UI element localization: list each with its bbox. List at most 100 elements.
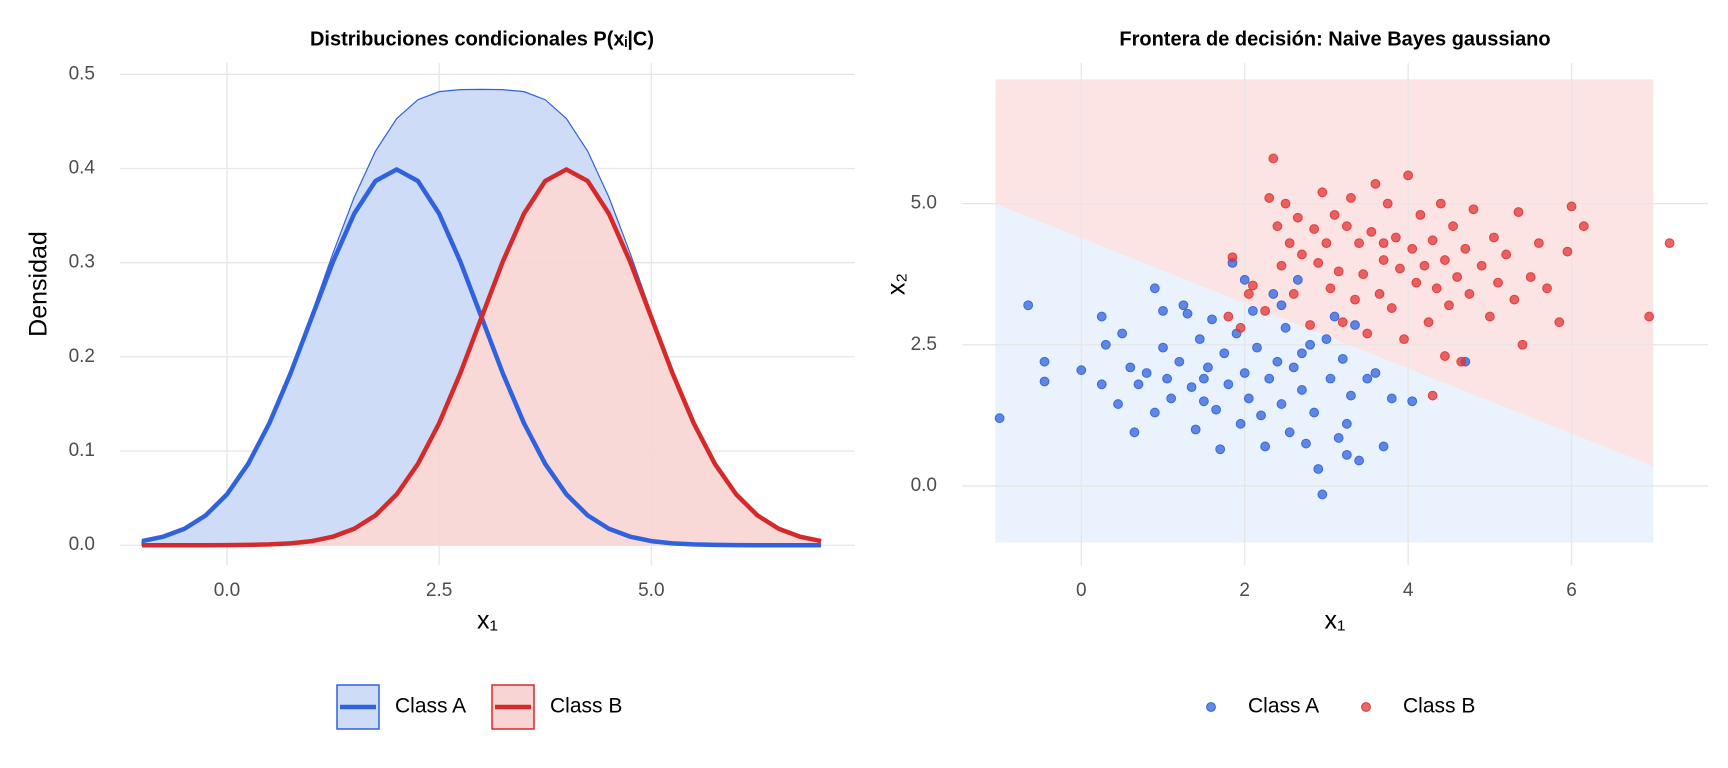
legend-key (1206, 702, 1216, 712)
x-tick-label: 0 (1076, 580, 1087, 601)
point (1268, 153, 1279, 164)
y-tick-label: 0.1 (69, 440, 95, 461)
point (1309, 224, 1320, 234)
point (1158, 305, 1168, 316)
point (1468, 204, 1479, 215)
point (1247, 280, 1258, 291)
point (1039, 356, 1050, 367)
point (1321, 238, 1332, 249)
point (1219, 348, 1230, 359)
point (1141, 368, 1152, 378)
point (1378, 255, 1389, 265)
point (1362, 328, 1373, 339)
point (1329, 209, 1340, 220)
point (1149, 283, 1160, 294)
point (1533, 238, 1544, 249)
point (1297, 348, 1307, 359)
x-tick-label: 4 (1403, 580, 1414, 601)
point (1125, 362, 1136, 373)
point (1427, 235, 1438, 246)
point (1133, 379, 1144, 390)
point (1243, 393, 1254, 404)
y-axis-title: Densidad (25, 231, 53, 337)
point (1264, 373, 1275, 384)
point (1578, 221, 1589, 232)
point (1227, 252, 1238, 263)
point (1305, 339, 1315, 350)
point (1525, 272, 1536, 282)
point (1390, 232, 1401, 243)
point (1252, 342, 1262, 353)
y-tick-label: 5.0 (911, 193, 937, 214)
point (1284, 427, 1295, 438)
point (1215, 444, 1226, 455)
point (1501, 249, 1512, 260)
point (1178, 300, 1189, 311)
point (1513, 207, 1524, 217)
point (1378, 238, 1389, 249)
point (1272, 221, 1283, 232)
point (1476, 260, 1487, 271)
point (1333, 433, 1344, 443)
point (1341, 221, 1352, 232)
x-tick-label: 5.0 (638, 580, 664, 601)
point (1489, 232, 1499, 243)
chart-title: Distribuciones condicionales P(xᵢ|C) (310, 28, 654, 50)
point (1198, 396, 1209, 407)
point (1276, 399, 1287, 409)
point (1517, 339, 1528, 350)
point (1284, 238, 1295, 249)
x-axis-title: x₁ (477, 607, 498, 635)
point (1378, 441, 1389, 452)
y-tick-label: 0.5 (69, 63, 95, 84)
point (1149, 407, 1160, 418)
point (1260, 305, 1271, 316)
point (1415, 209, 1426, 220)
point (1211, 404, 1222, 415)
point (1166, 393, 1177, 404)
point (1113, 399, 1123, 409)
y-tick-label: 2.5 (911, 334, 937, 355)
point (1288, 362, 1299, 373)
point (1256, 410, 1266, 421)
point (1158, 342, 1168, 353)
point (1096, 311, 1107, 322)
point (1325, 283, 1336, 294)
point (1272, 356, 1283, 367)
point (1129, 427, 1140, 438)
point (1186, 382, 1197, 393)
point (1292, 274, 1303, 285)
point (1313, 464, 1324, 474)
point (1542, 283, 1552, 294)
point (1341, 449, 1352, 460)
point (1403, 170, 1414, 181)
y-axis-title: x₂ (883, 273, 911, 295)
point (1456, 356, 1467, 367)
point (1235, 322, 1246, 333)
x-tick-label: 2 (1239, 580, 1250, 601)
y-tick-label: 0.0 (911, 475, 937, 496)
point (1203, 362, 1213, 373)
point (1366, 226, 1377, 237)
point (1431, 283, 1442, 294)
point (1423, 317, 1434, 328)
point (1411, 277, 1422, 288)
point (1182, 308, 1193, 319)
point (1358, 269, 1369, 280)
y-tick-label: 0.0 (69, 534, 95, 555)
point (1317, 489, 1328, 500)
point (1354, 455, 1365, 466)
point (1439, 255, 1450, 265)
point (1280, 322, 1291, 333)
y-tick-label: 0.4 (69, 158, 96, 179)
point (1386, 393, 1397, 404)
point (1313, 257, 1324, 268)
point (1194, 334, 1205, 345)
point (1247, 305, 1258, 316)
point (1207, 314, 1217, 325)
chart-title: Frontera de decisión: Naive Bayes gaussi… (1119, 28, 1550, 50)
legend-label: Class A (1248, 695, 1319, 718)
x-tick-label: 6 (1566, 580, 1577, 601)
point (1100, 339, 1111, 350)
